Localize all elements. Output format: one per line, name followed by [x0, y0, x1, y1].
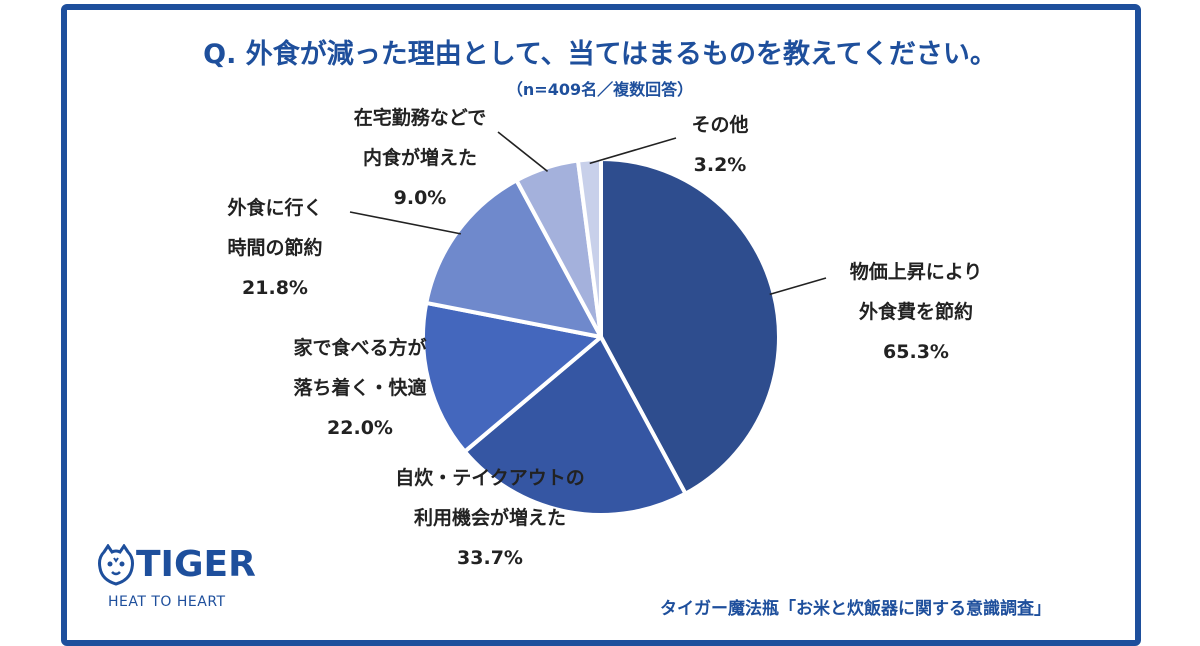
slice-label-line: 内食が増えた: [362, 147, 477, 169]
leader-line-3: [349, 211, 462, 235]
slice-value: 21.8%: [242, 277, 308, 299]
pie-slice-5: [575, 157, 603, 339]
tiger-face-icon: [98, 543, 134, 586]
slice-label-0: 物価上昇により 外食費を節約 65.3%: [826, 252, 1006, 372]
slice-label-line: 外食費を節約: [858, 301, 973, 323]
slice-label-line: 利用機会が増えた: [413, 507, 566, 529]
slice-value: 33.7%: [457, 547, 523, 569]
source-note: タイガー魔法瓶「お米と炊飯器に関する意識調査」: [660, 599, 1051, 619]
slice-label-line: 在宅勤務などで: [353, 107, 487, 129]
chart-subtitle: （n=409名／複数回答）: [506, 80, 694, 99]
slice-label-line: 時間の節約: [227, 237, 323, 259]
slice-label-line: 落ち着く・快適: [293, 377, 427, 399]
slice-label-4: 在宅勤務などで 内食が増えた 9.0%: [320, 98, 520, 218]
leader-line-0: [769, 277, 827, 296]
slice-value: 3.2%: [693, 154, 747, 176]
slice-label-2: 家で食べる方が 落ち着く・快適 22.0%: [270, 328, 450, 448]
pie-slice-3: [424, 178, 603, 339]
leader-line-5: [589, 137, 677, 165]
slice-value: 65.3%: [883, 341, 949, 363]
slice-label-line: その他: [691, 114, 749, 136]
slice-label-line: 物価上昇により: [849, 261, 983, 283]
slice-value: 22.0%: [327, 417, 393, 439]
pie-slice-1: [462, 335, 688, 517]
pie-slice-2: [421, 300, 603, 454]
slice-label-line: 自炊・テイクアウトの: [395, 467, 585, 489]
slice-label-line: 家で食べる方が: [293, 337, 427, 359]
tiger-logo: TIGER HEAT TO HEART: [96, 543, 256, 610]
slice-label-line: 外食に行く: [227, 197, 323, 219]
slice-label-1: 自炊・テイクアウトの 利用機会が増えた 33.7%: [360, 458, 620, 578]
logo-tagline: HEAT TO HEART: [108, 594, 226, 610]
leader-line-4: [497, 131, 549, 173]
slice-value: 9.0%: [393, 187, 447, 209]
slice-label-3: 外食に行く 時間の節約 21.8%: [200, 188, 350, 308]
logo-wordmark: TIGER: [136, 544, 256, 585]
chart-title: Q. 外食が減った理由として、当てはまるものを教えてください。: [203, 39, 997, 70]
leader-lines: [349, 131, 827, 296]
slice-label-5: その他 3.2%: [670, 105, 770, 185]
